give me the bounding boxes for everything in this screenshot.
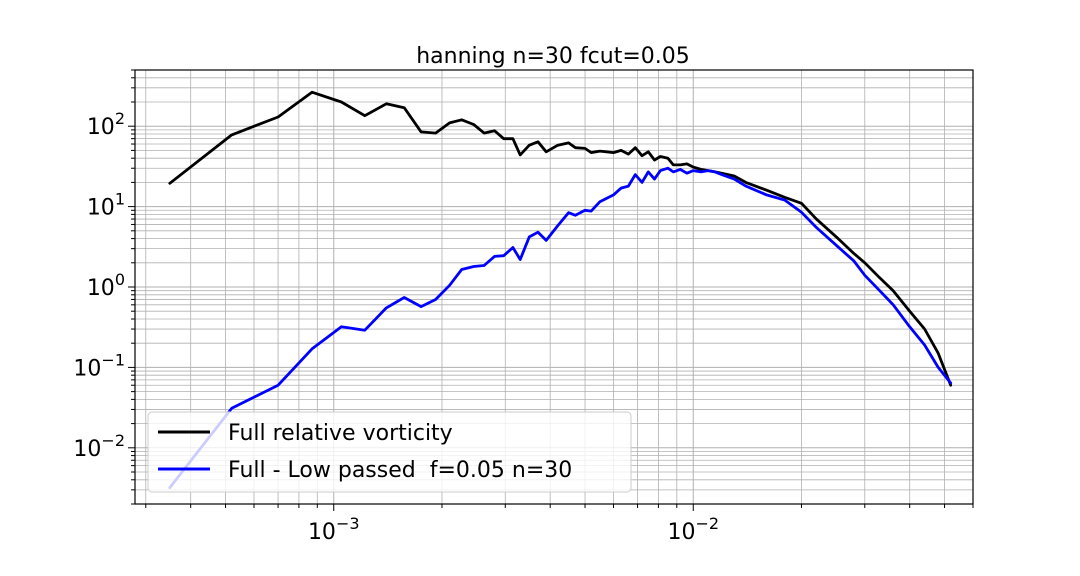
legend-label-full-minus-low-passed: Full - Low passed f=0.05 n=30 <box>228 458 572 483</box>
y-tick-label: 10−2 <box>73 431 125 462</box>
x-tick-label: 10−2 <box>667 514 719 545</box>
legend: Full relative vorticity Full - Low passe… <box>147 411 632 493</box>
legend-box <box>147 411 632 493</box>
y-tick-label: 101 <box>87 190 125 221</box>
y-tick-label: 102 <box>87 109 125 140</box>
series-line-full-relative-vorticity <box>168 90 953 387</box>
series-lines <box>168 90 953 489</box>
legend-label-full-relative-vorticity: Full relative vorticity <box>228 421 453 446</box>
chart-title: hanning n=30 fcut=0.05 <box>416 44 690 69</box>
grid <box>135 69 974 505</box>
x-tick-label: 10−3 <box>308 514 360 545</box>
axis-tick-labels: 10−3 10−2 102 101 100 10−1 10−2 <box>73 109 719 545</box>
axis-ticks <box>128 69 974 511</box>
series-line-full-minus-low-passed <box>168 166 953 489</box>
y-tick-label: 10−1 <box>73 350 125 381</box>
y-tick-label: 100 <box>87 270 125 301</box>
